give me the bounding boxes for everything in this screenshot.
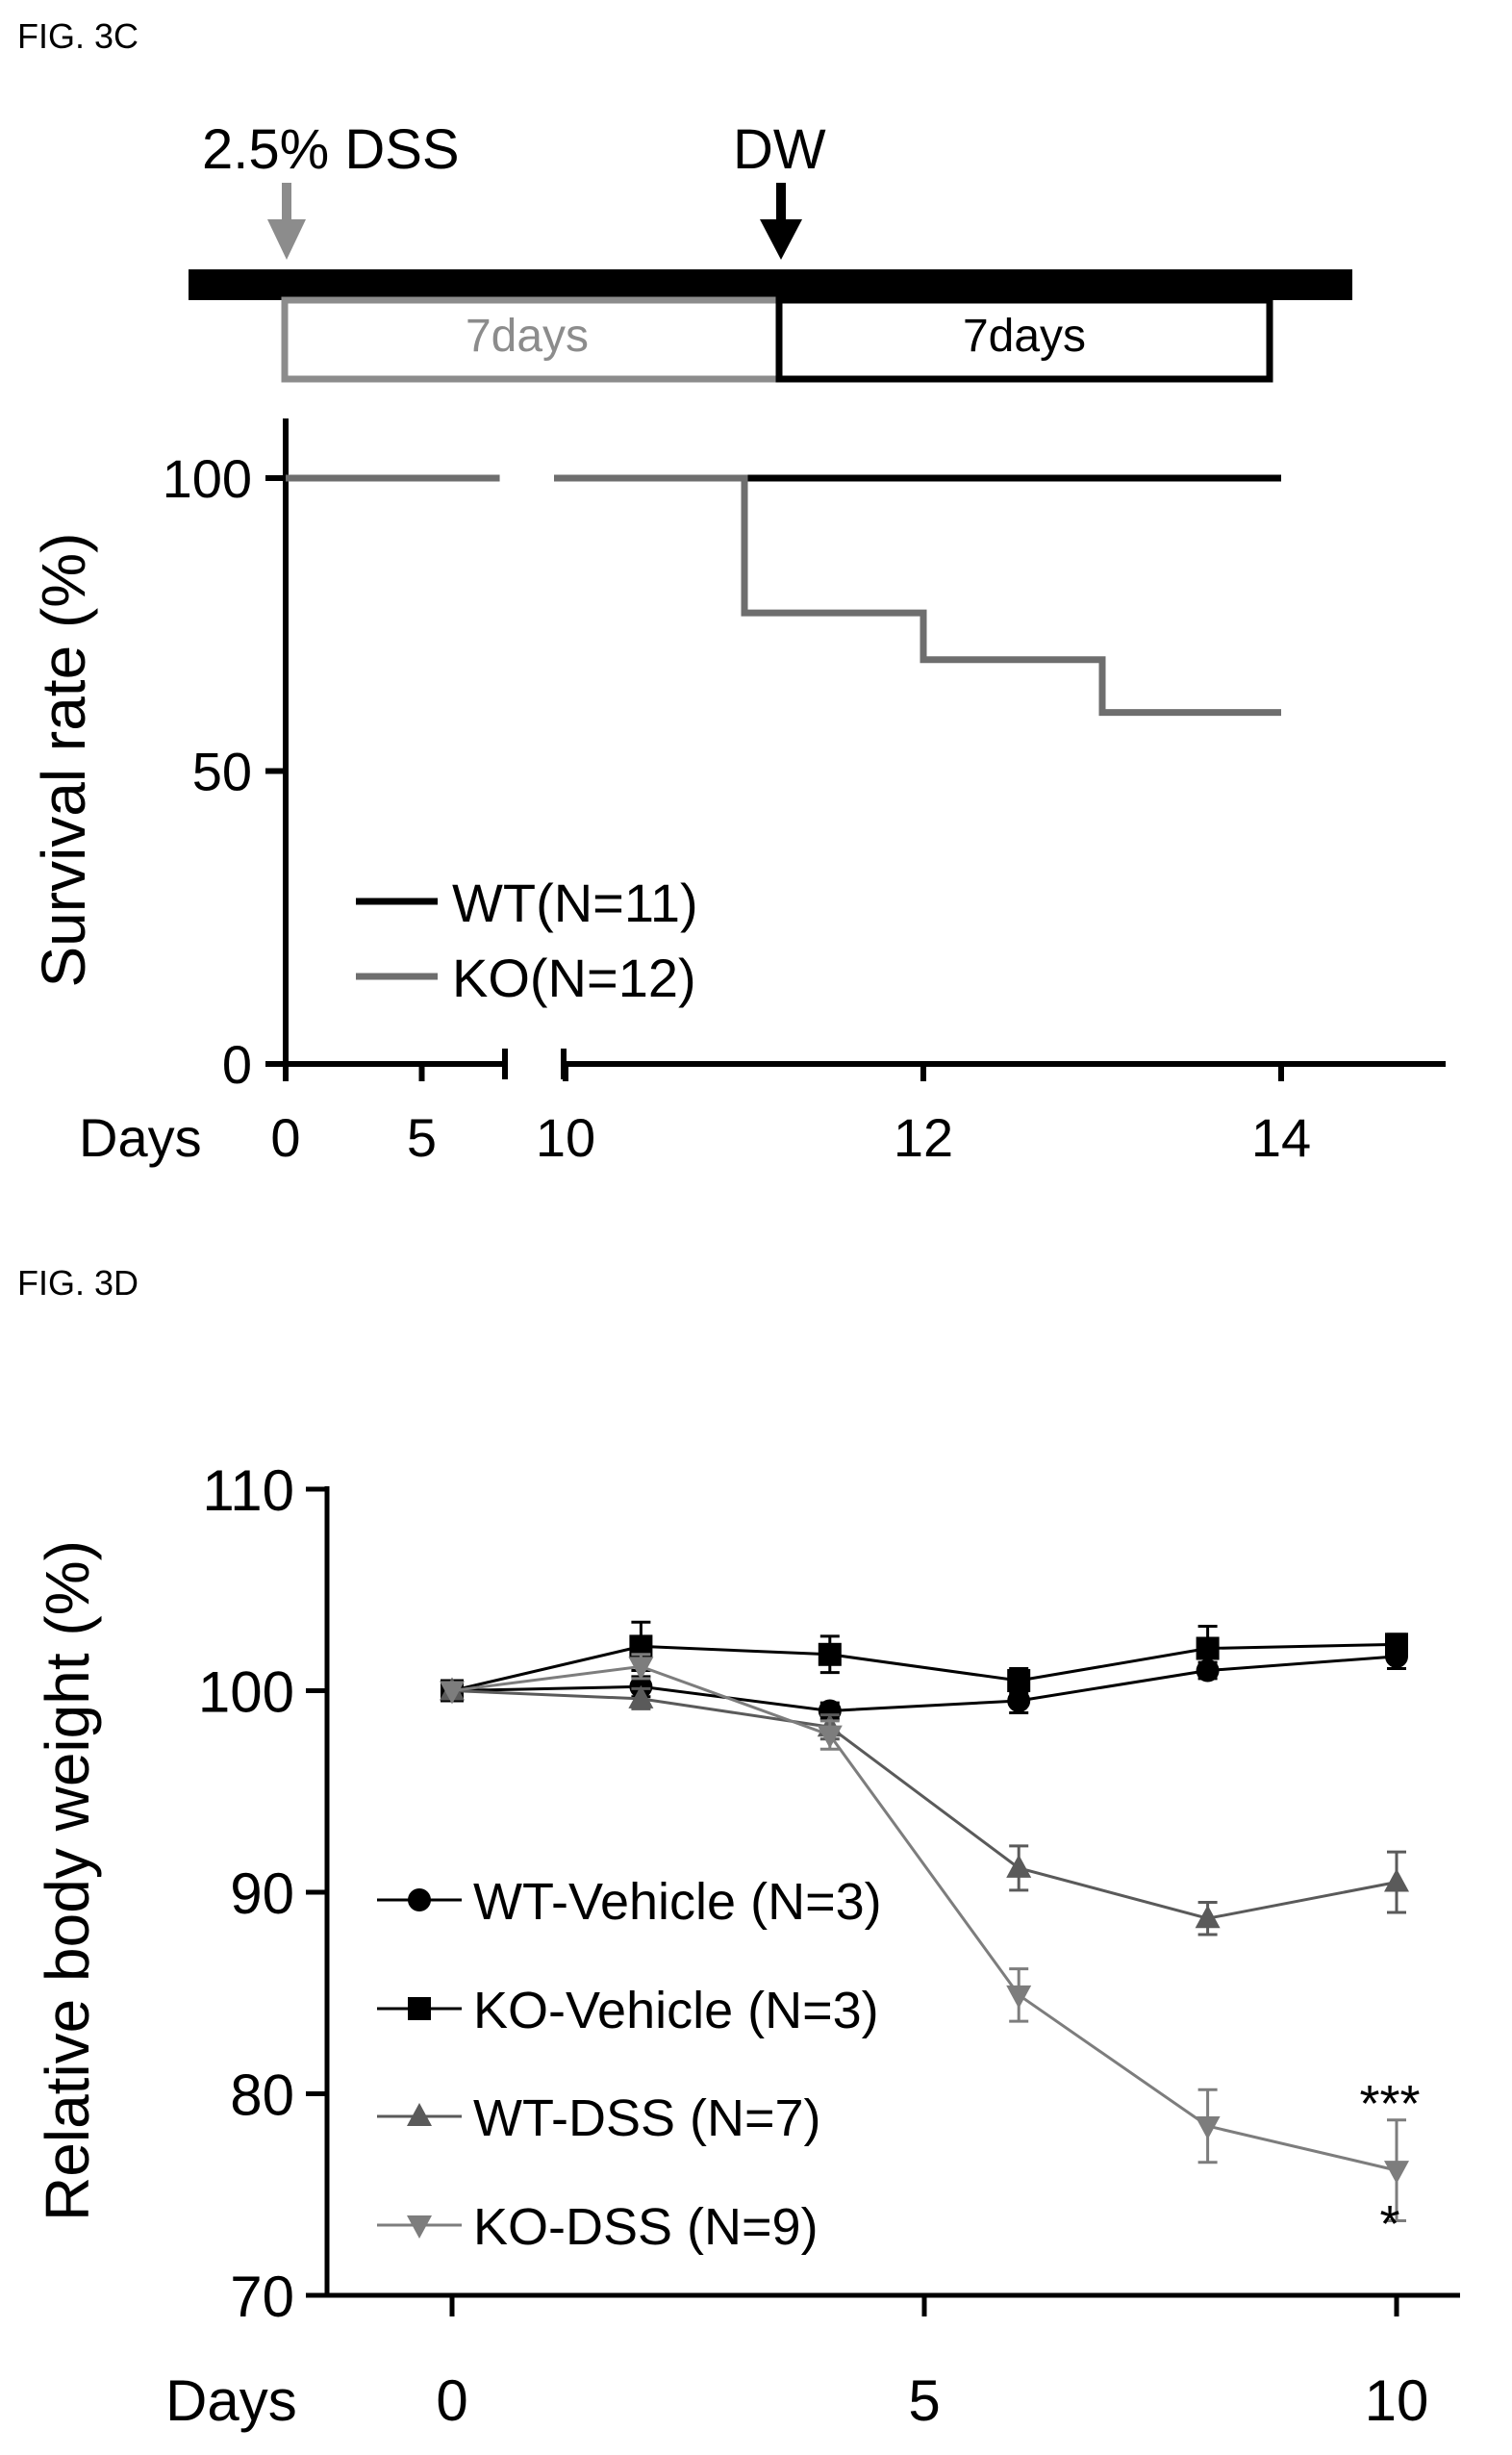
body-weight-chart: 70 80 90 100 110 0 5 10 Relative body weight (…: [33, 1458, 1460, 2433]
data-point: [1007, 1669, 1031, 1693]
weight-y-axis-label: Relative body weight (%): [33, 1540, 102, 2221]
fig-3c-label: FIG. 3C: [17, 16, 139, 56]
weight-series-1: [441, 1620, 1408, 1703]
legend-marker: [407, 2215, 432, 2239]
survival-chart: 0 50 100 0 5 10 12 14 Survival rate (%) Days W…: [29, 418, 1446, 1168]
survival-x-tick-label: 14: [1251, 1107, 1311, 1168]
weight-x-tick-label: 10: [1365, 2368, 1429, 2433]
weight-y-tick-label: 110: [202, 1458, 294, 1523]
weight-series-2: [440, 1677, 1409, 1936]
legend-label: WT-Vehicle (N=3): [473, 1873, 882, 1931]
weight-y-tick-label: 100: [198, 1660, 294, 1725]
data-point: [628, 1657, 654, 1681]
legend-label-wt: WT(N=11): [452, 873, 698, 933]
legend-marker: [408, 1997, 431, 2020]
weight-series-line: [451, 1689, 1398, 1920]
data-point: [1195, 2116, 1221, 2140]
survival-y-tick-label: 50: [192, 742, 252, 802]
survival-x-tick-label: 10: [536, 1107, 595, 1168]
data-point: [1006, 1985, 1032, 2009]
data-point: [440, 1681, 465, 1705]
dw-period-label: 7days: [963, 311, 1086, 362]
dss-arrow-icon: [267, 183, 306, 260]
data-point: [1384, 1868, 1409, 1892]
legend-label: KO-Vehicle (N=3): [473, 1982, 879, 2039]
dw-period-box: [775, 296, 1273, 383]
data-point: [628, 1684, 654, 1708]
dw-arrow-icon: [760, 183, 802, 260]
data-point: [1385, 1632, 1408, 1657]
legend-marker: [407, 2103, 432, 2126]
survival-x-tick-label: 0: [270, 1107, 300, 1168]
significance-annotation-top: ***: [1359, 2075, 1420, 2133]
weight-series-line: [451, 1655, 1398, 1712]
weight-series-0: [441, 1642, 1408, 1723]
data-point: [817, 1725, 843, 1749]
survival-x-tick-label: 5: [407, 1107, 437, 1168]
dss-label: 2.5% DSS: [202, 118, 460, 181]
data-point: [1196, 1636, 1220, 1660]
survival-y-tick-label: 100: [163, 448, 252, 509]
weight-x-axis-label: Days: [165, 2368, 297, 2433]
weight-series-3: [440, 1653, 1409, 2222]
data-point: [1195, 1905, 1221, 1929]
survival-x-axis-label: Days: [79, 1107, 202, 1168]
data-point: [818, 1699, 842, 1723]
dss-period-label: 7days: [466, 311, 589, 362]
data-point: [1384, 2161, 1409, 2185]
survival-line-ko: [286, 474, 1281, 717]
legend-label: WT-DSS (N=7): [473, 2089, 821, 2147]
weight-y-tick-label: 80: [230, 2063, 294, 2128]
legend-label-ko: KO(N=12): [452, 948, 696, 1008]
survival-y-axis-label: Survival rate (%): [29, 533, 98, 988]
dw-label: DW: [733, 118, 826, 181]
weight-y-tick-label: 70: [230, 2265, 294, 2329]
weight-x-tick-label: 0: [436, 2368, 467, 2433]
weight-series-line: [451, 1664, 1398, 2172]
data-point: [1007, 1688, 1031, 1712]
data-point: [818, 1642, 842, 1666]
weight-y-tick-label: 90: [230, 1861, 294, 1926]
weight-series-line: [451, 1642, 1398, 1692]
survival-y-tick-label: 0: [222, 1034, 252, 1095]
weight-legend: WT-Vehicle (N=3) KO-Vehicle (N=3) WT-DSS (…: [377, 1873, 882, 2256]
timeline-bar: [189, 269, 1352, 300]
weight-x-tick-label: 5: [908, 2368, 940, 2433]
significance-annotation-bottom: *: [1379, 2195, 1399, 2253]
fig-3d-label: FIG. 3D: [17, 1263, 139, 1303]
legend-marker: [408, 1888, 431, 1911]
treatment-timeline: 2.5% DSS DW 7days 7days: [189, 118, 1352, 383]
survival-x-tick-label: 12: [894, 1107, 953, 1168]
survival-legend: WT(N=11) KO(N=12): [356, 873, 698, 1008]
data-point: [1006, 1854, 1032, 1878]
legend-label: KO-DSS (N=9): [473, 2198, 819, 2256]
